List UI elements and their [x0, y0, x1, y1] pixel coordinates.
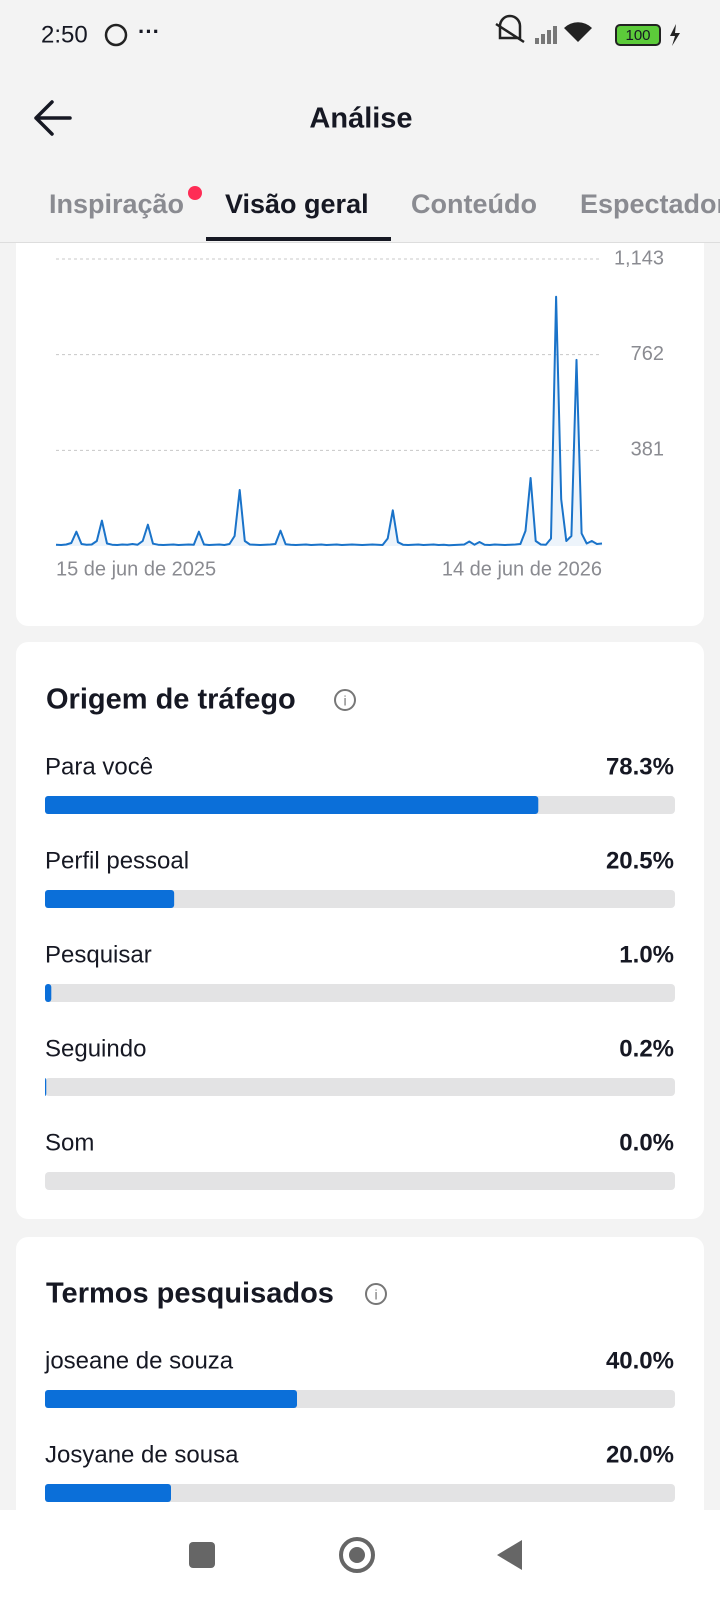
bar-track — [45, 984, 675, 1002]
row-label: Perfil pessoal — [45, 847, 189, 874]
bar — [45, 1078, 47, 1096]
x-tick-label: 14 de jun de 2026 — [442, 558, 602, 580]
section-title: Termos pesquisados — [46, 1278, 334, 1310]
bar-track — [45, 1078, 675, 1096]
row-value: 20.5% — [606, 847, 674, 874]
back-button[interactable] — [34, 100, 72, 136]
svg-text:i: i — [374, 1287, 377, 1303]
nav-recents[interactable] — [189, 1542, 215, 1568]
info-icon[interactable]: i — [365, 1283, 387, 1305]
mute-icon — [495, 14, 525, 44]
signal-icon — [535, 26, 557, 44]
row-value: 0.2% — [619, 1035, 674, 1062]
charging-icon — [670, 24, 680, 46]
traffic-card — [16, 642, 704, 1219]
battery-icon — [615, 24, 661, 46]
row-label: Para você — [45, 753, 153, 780]
tab-active[interactable]: Visão geral — [225, 189, 369, 219]
x-tick-label: 15 de jun de 2025 — [56, 558, 216, 580]
bar — [45, 796, 539, 814]
row-label: Som — [45, 1129, 94, 1156]
bar — [45, 890, 175, 908]
bar — [45, 1390, 297, 1408]
y-tick-label: 762 — [631, 343, 664, 365]
bar-track — [45, 890, 675, 908]
tab[interactable]: Inspiração — [49, 189, 184, 219]
bar — [45, 984, 52, 1002]
battery-level: 100 — [625, 27, 650, 44]
notification-dot — [188, 186, 202, 200]
row-label: Pesquisar — [45, 941, 152, 968]
row-label: joseane de souza — [44, 1347, 234, 1374]
status-time: 2:50 — [41, 21, 88, 48]
row-value: 40.0% — [606, 1347, 674, 1374]
info-icon[interactable]: i — [334, 689, 356, 711]
page-title: Análise — [309, 103, 412, 135]
nav-back[interactable] — [497, 1540, 522, 1570]
row-value: 78.3% — [606, 753, 674, 780]
row-value: 0.0% — [619, 1129, 674, 1156]
bar-track — [45, 1172, 675, 1190]
svg-text:i: i — [343, 693, 346, 709]
bar — [45, 1484, 171, 1502]
whatsapp-icon — [104, 23, 128, 47]
chart-card — [16, 243, 704, 626]
wifi-icon — [564, 22, 592, 42]
search-card — [16, 1237, 704, 1537]
line — [55, 295, 603, 547]
more-icon: ··· — [138, 19, 160, 44]
tab[interactable]: Conteúdo — [411, 189, 537, 219]
row-label: Seguindo — [45, 1035, 146, 1062]
bar-track — [45, 1484, 675, 1502]
tab-divider — [0, 242, 720, 243]
y-tick-label: 1,143 — [614, 247, 664, 269]
row-value: 1.0% — [619, 941, 674, 968]
tab-indicator — [206, 237, 391, 241]
nav-home[interactable] — [339, 1537, 375, 1573]
tab[interactable]: Espectadores — [580, 189, 720, 219]
section-title: Origem de tráfego — [46, 684, 296, 716]
row-value: 20.0% — [606, 1441, 674, 1468]
row-label: Josyane de sousa — [45, 1441, 239, 1468]
y-tick-label: 381 — [631, 439, 664, 461]
